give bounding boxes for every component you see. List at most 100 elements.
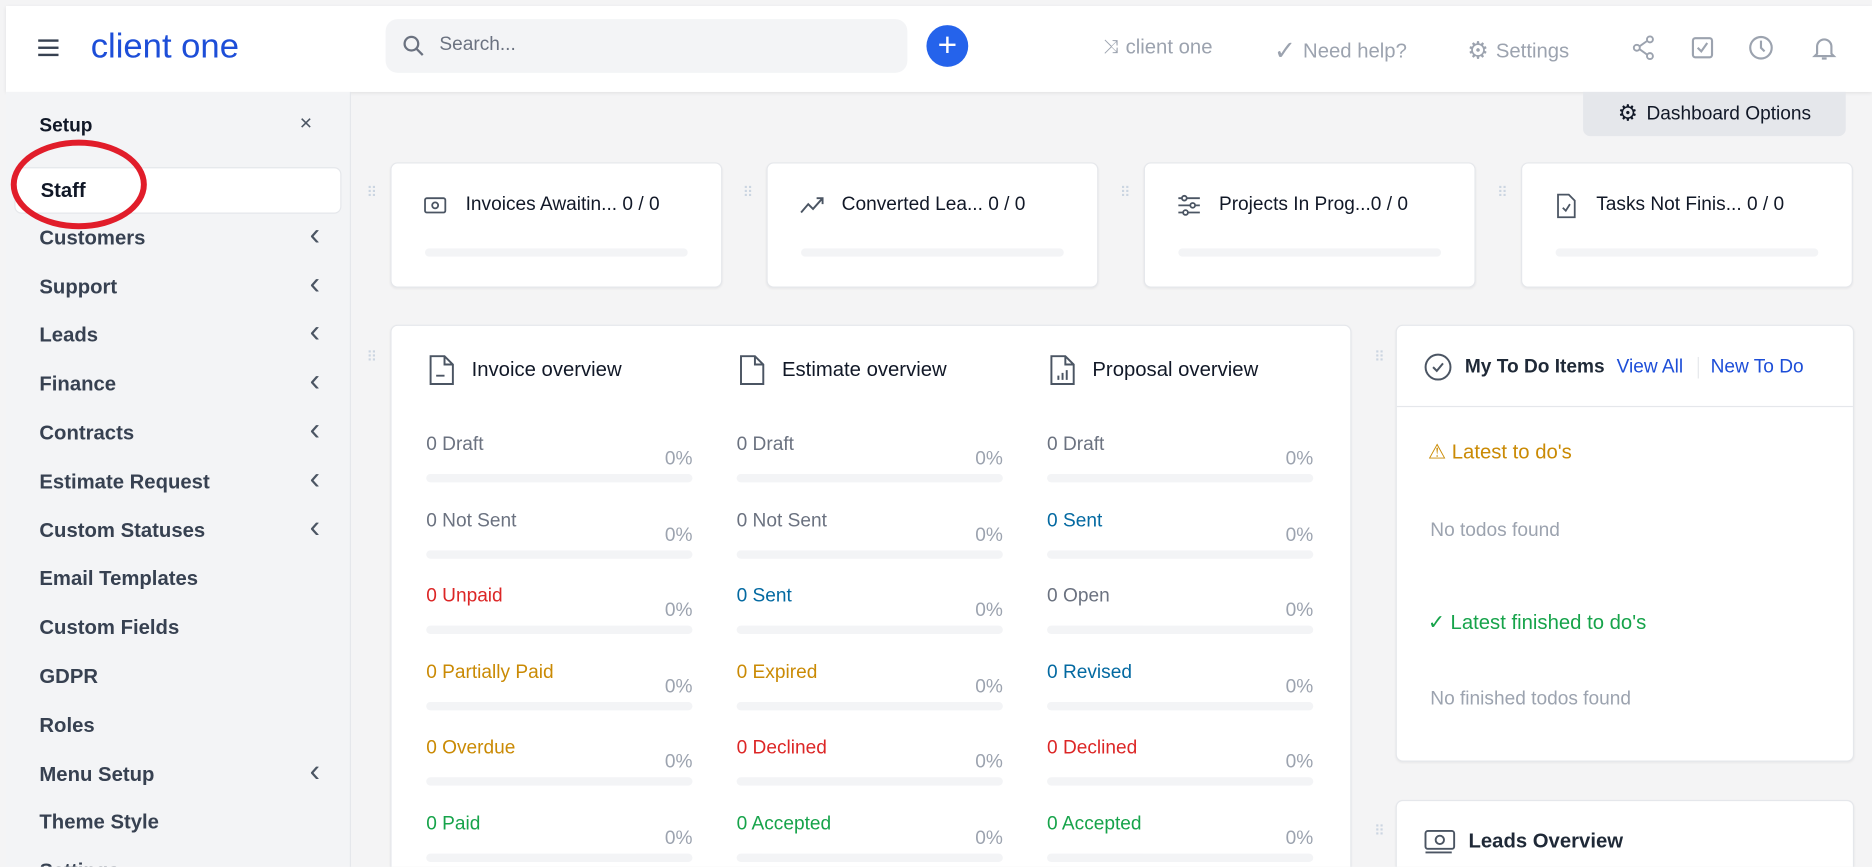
status-label[interactable]: 0 Not Sent [426,510,517,531]
stat-title[interactable]: Invoices Awaitin... 0 / 0 [465,194,660,215]
drag-handle-icon[interactable]: ⠿ [1119,183,1131,201]
sidebar-item-estimate-request[interactable]: Estimate Request ‹ [14,459,339,503]
sidebar-item-email-templates[interactable]: Email Templates [14,557,339,601]
divider [1396,405,1853,408]
status-label[interactable]: 0 Draft [1047,434,1105,455]
drag-handle-icon[interactable]: ⠿ [1374,822,1385,840]
sidebar-item-label: Customers [39,226,146,250]
status-row[interactable]: 0 Expired 0% [736,662,1027,710]
status-label[interactable]: 0 Unpaid [426,586,503,607]
status-label[interactable]: 0 Paid [426,813,481,834]
share-icon[interactable] [1631,35,1657,61]
status-row[interactable]: 0 Open 0% [1047,586,1337,634]
status-label[interactable]: 0 Overdue [426,737,516,759]
status-row[interactable]: 0 Draft 0% [426,435,716,483]
status-row[interactable]: 0 Draft 0% [736,434,1027,483]
settings-link[interactable]: ⚙ Settings [1467,36,1569,66]
status-label[interactable]: 0 Declined [1047,737,1138,759]
drag-handle-icon[interactable]: ⠿ [366,348,378,366]
new-todo-link[interactable]: New To Do [1710,356,1804,377]
drag-handle-icon[interactable]: ⠿ [1374,348,1385,366]
status-label[interactable]: 0 Sent [736,586,792,607]
sidebar-item-label: Roles [39,713,95,737]
sidebar-item-gdpr[interactable]: GDPR [14,654,339,698]
status-label[interactable]: 0 Accepted [1047,813,1142,834]
status-percent: 0% [1285,752,1314,773]
task-check-icon[interactable] [1689,35,1715,61]
bell-icon[interactable] [1811,35,1837,61]
status-label[interactable]: 0 Not Sent [736,510,827,531]
status-row[interactable]: 0 Paid 0% [426,814,716,862]
quick-create-button[interactable]: + [926,25,969,67]
status-label[interactable]: 0 Accepted [736,813,832,834]
status-row[interactable]: 0 Declined 0% [1047,738,1337,786]
sidebar-item-custom-fields[interactable]: Custom Fields [14,606,339,650]
stat-title[interactable]: Tasks Not Finis... 0 / 0 [1596,194,1785,215]
sidebar-item-roles[interactable]: Roles [14,703,339,747]
sidebar-item-label: GDPR [39,664,99,688]
status-label[interactable]: 0 Declined [736,737,827,759]
status-row[interactable]: 0 Overdue 0% [426,738,716,786]
status-row[interactable]: 0 Unpaid 0% [426,586,716,634]
sidebar-item-label: Leads [39,324,99,347]
status-row[interactable]: 0 Accepted 0% [1047,814,1337,862]
finished-todos-label: Latest finished to do's [1450,611,1647,634]
progress-bar [1047,549,1314,559]
search-input[interactable]: Search... [385,19,908,73]
status-percent: 0% [975,752,1003,773]
file-check-icon [1557,193,1576,219]
status-row[interactable]: 0 Not Sent 0% [736,510,1027,559]
chevron-left-icon: ‹ [309,264,320,301]
brand-logo[interactable]: client one [90,27,239,66]
status-row[interactable]: 0 Sent 0% [1047,510,1337,559]
sidebar-item-theme-style[interactable]: Theme Style [14,800,339,844]
drag-handle-icon[interactable]: ⠿ [366,183,378,201]
progress-bar [736,473,1003,483]
sidebar-item-label: Custom Fields [39,616,180,639]
view-all-link[interactable]: View All [1617,356,1699,378]
menu-icon[interactable] [38,39,59,57]
status-label[interactable]: 0 Sent [1047,510,1103,531]
status-percent: 0% [664,448,693,470]
status-row[interactable]: 0 Revised 0% [1047,662,1337,710]
sidebar-title: Setup [39,115,93,137]
status-row[interactable]: 0 Accepted 0% [736,813,1027,862]
sidebar-item-finance[interactable]: Finance ‹ [14,362,339,406]
status-label[interactable]: 0 Revised [1047,662,1132,683]
drag-handle-icon[interactable]: ⠿ [1497,183,1508,201]
overview-title: Invoice overview [471,358,622,381]
status-label[interactable]: 0 Draft [736,434,794,455]
sidebar-item-menu-setup[interactable]: Menu Setup ‹ [14,752,339,796]
highlight-circle [10,139,147,230]
status-row[interactable]: 0 Declined 0% [736,737,1027,786]
status-label[interactable]: 0 Draft [426,434,484,455]
sidebar-item-support[interactable]: Support ‹ [14,265,339,309]
sidebar-item-custom-statuses[interactable]: Custom Statuses ‹ [14,508,339,552]
status-percent: 0% [664,524,693,546]
sidebar-item-customers[interactable]: Customers ‹ [14,216,339,260]
status-percent: 0% [1285,448,1314,470]
sidebar-item-contracts[interactable]: Contracts ‹ [14,411,339,455]
dashboard-options-button[interactable]: ⚙ Dashboard Options [1583,91,1846,137]
client-switch-link[interactable]: ⤨ client one [1103,36,1212,60]
clock-icon[interactable] [1748,35,1774,61]
status-label[interactable]: 0 Expired [736,662,818,683]
status-label[interactable]: 0 Open [1047,586,1110,607]
need-help-link[interactable]: ✓ Need help? [1274,36,1407,67]
stat-title[interactable]: Projects In Prog...0 / 0 [1218,194,1408,215]
status-row[interactable]: 0 Not Sent 0% [426,510,716,559]
latest-todos-heading: ⚠ Latest to do's [1428,441,1572,465]
status-label[interactable]: 0 Partially Paid [426,662,554,683]
no-finished-todos-text: No finished todos found [1430,688,1631,710]
client-switch-label: client one [1125,35,1213,59]
gear-icon: ⚙ [1467,38,1489,65]
sidebar-item-settings[interactable]: Settings [14,849,339,867]
stat-title[interactable]: Converted Lea... 0 / 0 [841,194,1026,215]
status-row[interactable]: 0 Draft 0% [1047,435,1337,483]
drag-handle-icon[interactable]: ⠿ [742,183,754,201]
sidebar-item-leads[interactable]: Leads ‹ [14,313,339,357]
status-row[interactable]: 0 Partially Paid 0% [426,662,716,710]
status-row[interactable]: 0 Sent 0% [736,586,1027,634]
close-icon[interactable]: × [299,111,313,135]
status-percent: 0% [975,524,1003,546]
